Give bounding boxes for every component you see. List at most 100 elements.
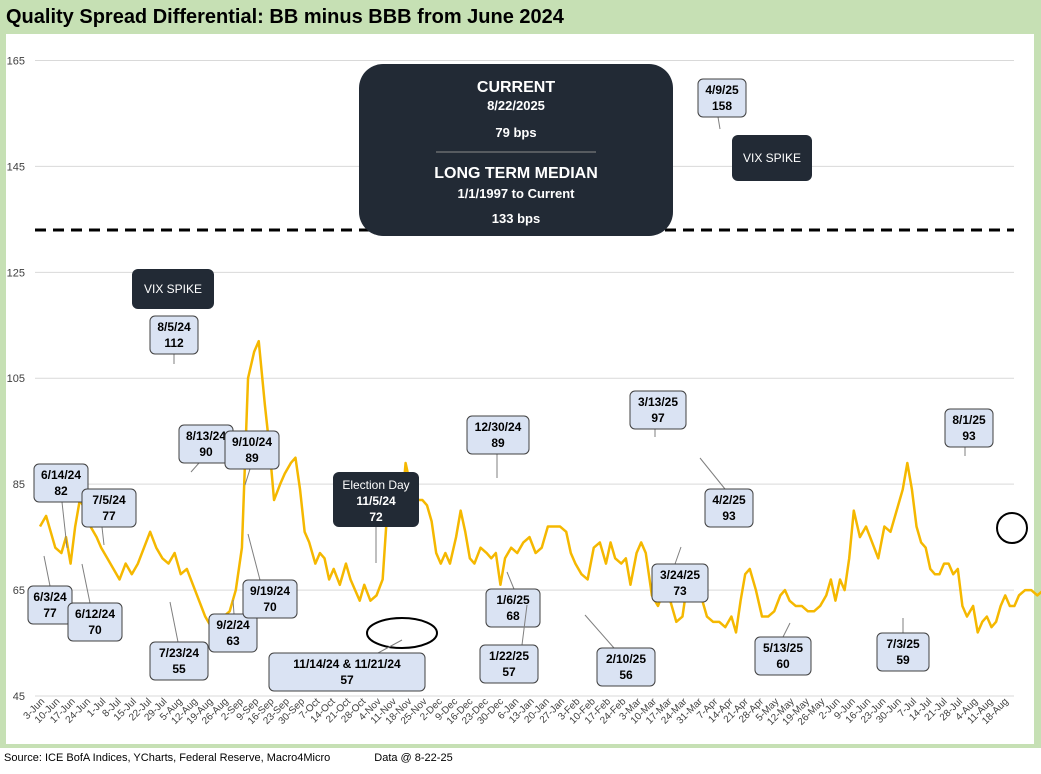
callout-date: 1/22/25 [489, 649, 529, 663]
callout-box [242, 579, 298, 619]
current-title: CURRENT [477, 79, 555, 96]
election-day-value: 72 [369, 510, 383, 524]
median-title: LONG TERM MEDIAN [434, 165, 598, 182]
callout-leader [232, 599, 235, 615]
callout-date: 12/30/24 [475, 420, 522, 434]
callout-value: 70 [263, 600, 277, 614]
callout-box [33, 463, 89, 503]
callout-date: 11/14/24 & 11/21/24 [293, 657, 401, 671]
median-value: 133 bps [492, 211, 540, 226]
callout-box [876, 632, 930, 672]
callout-box [754, 636, 812, 676]
callout-leader [61, 501, 68, 549]
callout-box [208, 613, 258, 653]
callout-box [704, 488, 754, 528]
callout-value: 60 [776, 657, 790, 671]
callout-value: 93 [962, 429, 976, 443]
vix-spike-label: VIX SPIKE [743, 151, 801, 165]
callout-leader [674, 546, 682, 565]
callout-leader [81, 563, 91, 604]
callout-value: 93 [722, 509, 736, 523]
callout-date: 5/13/25 [763, 641, 803, 655]
callout-value: 97 [651, 411, 665, 425]
callout-box [651, 563, 709, 603]
y-tick-label: 125 [7, 267, 25, 279]
callout-date: 6/3/24 [33, 590, 67, 604]
callout-box [479, 644, 539, 684]
callout-value: 77 [43, 606, 57, 620]
callout-date: 7/5/24 [92, 493, 126, 507]
y-tick-label: 85 [13, 479, 25, 491]
callout-date: 2/10/25 [606, 652, 646, 666]
y-tick-label: 65 [13, 585, 25, 597]
callout-box [629, 390, 687, 430]
callout-leader [101, 526, 105, 546]
callout-value: 82 [54, 484, 68, 498]
callout-leader [521, 604, 528, 646]
callout-leader [782, 622, 791, 638]
callout-leader [717, 116, 721, 130]
callout-date: 7/3/25 [886, 637, 920, 651]
vix-spike-box [132, 269, 214, 309]
chart-title: Quality Spread Differential: BB minus BB… [6, 6, 564, 28]
election-day-date: 11/5/24 [356, 494, 396, 508]
data-date: Data @ 8-22-25 [374, 752, 453, 764]
vix-spike-label: VIX SPIKE [144, 282, 202, 296]
callout-leader [244, 468, 251, 486]
callout-box [149, 315, 199, 355]
source-note: Source: ICE BofA Indices, YCharts, Feder… [4, 752, 453, 764]
callout-leader [190, 462, 200, 473]
callout-value: 77 [102, 509, 116, 523]
callout-value: 73 [673, 584, 687, 598]
callout-date: 9/10/24 [232, 435, 272, 449]
callout-date: 1/6/25 [496, 593, 530, 607]
vix-spike-box [732, 135, 812, 181]
callout-date: 8/13/24 [186, 429, 226, 443]
callout-box [149, 641, 209, 681]
callout-box [596, 647, 656, 687]
median-range: 1/1/1997 to Current [457, 186, 575, 201]
callout-value: 158 [712, 99, 732, 113]
callout-date: 8/1/25 [952, 413, 986, 427]
callout-leader [584, 614, 615, 649]
line-chart: 4565851051251451653-Jun10-Jun17-Jun24-Ju… [7, 55, 1041, 728]
y-tick-label: 105 [7, 373, 25, 385]
callout-leader [699, 457, 726, 490]
callout-leader [377, 639, 403, 654]
callout-leader [43, 555, 51, 587]
y-tick-label: 165 [7, 55, 25, 67]
callout-box [67, 602, 123, 642]
callout-date: 3/13/25 [638, 395, 678, 409]
source-text: Source: ICE BofA Indices, YCharts, Feder… [4, 752, 331, 764]
callout-box [466, 415, 530, 455]
callout-box [81, 488, 137, 528]
callout-leader [506, 571, 515, 590]
series-line [38, 339, 1041, 645]
callout-box [268, 652, 426, 692]
callout-value: 68 [506, 609, 520, 623]
callout-leader [247, 533, 261, 581]
callout-value: 90 [199, 445, 213, 459]
callout-value: 89 [245, 451, 259, 465]
callout-date: 6/12/24 [75, 607, 115, 621]
callout-date: 6/14/24 [41, 468, 81, 482]
callout-value: 59 [896, 653, 910, 667]
current-value: 79 bps [495, 125, 536, 140]
callout-date: 3/24/25 [660, 568, 700, 582]
callout-value: 55 [172, 662, 186, 676]
election-day-box [333, 472, 419, 527]
callout-value: 63 [226, 634, 240, 648]
callout-date: 9/19/24 [250, 584, 290, 598]
current-date: 8/22/2025 [487, 98, 545, 113]
callout-date: 8/5/24 [157, 320, 191, 334]
callout-box [697, 78, 747, 118]
callout-value: 56 [619, 668, 633, 682]
callout-value: 57 [340, 673, 354, 687]
y-tick-label: 45 [13, 691, 25, 703]
callout-value: 112 [164, 336, 184, 350]
callout-box [485, 588, 541, 628]
callout-value: 57 [502, 665, 516, 679]
callout-value: 89 [491, 436, 505, 450]
callout-leader [169, 601, 179, 643]
highlight-ellipse [366, 617, 438, 649]
